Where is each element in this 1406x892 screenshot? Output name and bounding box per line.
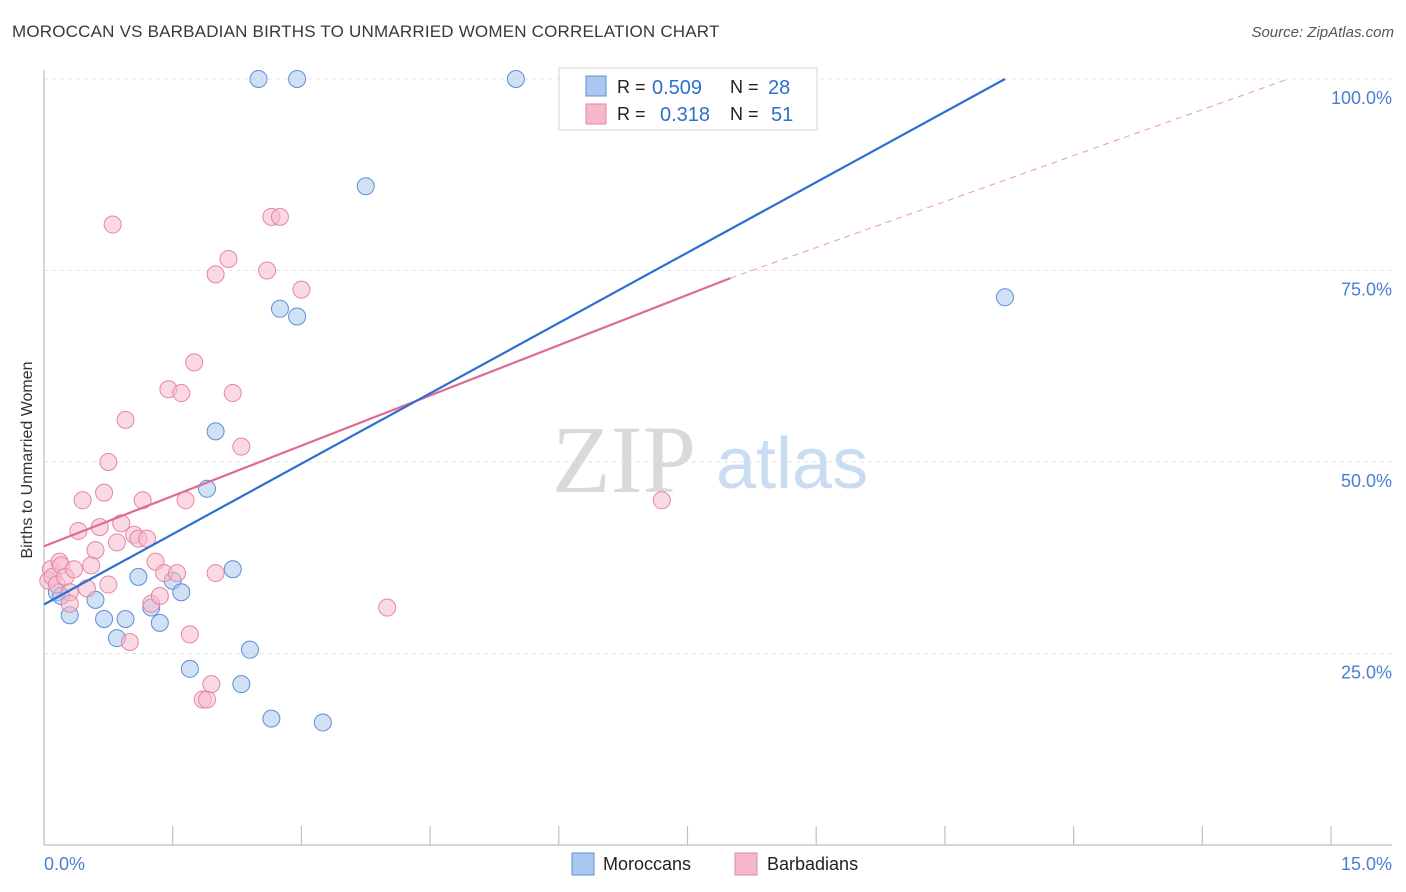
point-moroccans: [249, 70, 268, 88]
watermark: ZIP atlas: [552, 406, 868, 513]
point-moroccans: [223, 560, 242, 579]
legend-swatch-barbadians: [585, 103, 607, 125]
point-barbadians: [103, 215, 122, 234]
point-barbadians: [198, 690, 217, 709]
point-barbadians: [378, 598, 397, 617]
point-moroccans: [116, 610, 135, 629]
point-barbadians: [65, 560, 84, 579]
x-tick-label-min: 0.0%: [44, 854, 85, 874]
point-moroccans: [506, 70, 525, 88]
point-moroccans: [240, 640, 259, 659]
y-tick-label: 75.0%: [1341, 280, 1392, 300]
legend-n-value-1: 28: [768, 77, 790, 99]
point-barbadians: [82, 556, 101, 575]
bottom-legend-moroccans: Moroccans: [603, 854, 691, 874]
point-moroccans: [288, 307, 307, 326]
point-moroccans: [172, 583, 191, 602]
point-barbadians: [180, 625, 199, 644]
point-barbadians: [232, 437, 251, 456]
point-barbadians: [185, 353, 204, 372]
point-barbadians: [95, 483, 114, 502]
point-moroccans: [995, 288, 1014, 307]
point-barbadians: [172, 384, 191, 403]
point-barbadians: [258, 261, 277, 280]
point-barbadians: [60, 594, 79, 613]
series-barbadians-points: [39, 207, 671, 709]
point-barbadians: [206, 265, 225, 284]
point-barbadians: [292, 280, 311, 299]
y-tick-label: 25.0%: [1341, 663, 1392, 683]
y-axis-label: Births to Unmarried Women: [19, 361, 36, 558]
point-moroccans: [288, 70, 307, 88]
point-barbadians: [116, 410, 135, 429]
point-barbadians: [99, 575, 118, 594]
point-barbadians: [107, 533, 126, 552]
point-moroccans: [356, 177, 375, 196]
legend-n-label-2: N =: [730, 104, 759, 124]
y-tick-label: 50.0%: [1341, 471, 1392, 491]
stats-legend: R = 0.509 N = 28 R = 0.318 N = 51: [558, 67, 818, 131]
source-credit: Source: ZipAtlas.com: [1251, 24, 1394, 41]
point-barbadians: [120, 633, 139, 652]
x-ticks: [172, 826, 1332, 845]
point-barbadians: [202, 675, 221, 694]
point-moroccans: [232, 675, 251, 694]
y-tick-label: 100.0%: [1331, 88, 1392, 108]
point-barbadians: [652, 491, 671, 510]
legend-r-label-2: R =: [617, 104, 646, 124]
trend-lines: [43, 78, 1289, 606]
point-barbadians: [77, 579, 96, 598]
point-barbadians: [219, 250, 238, 269]
point-moroccans: [95, 610, 114, 629]
y-tick-labels: 25.0% 50.0% 75.0% 100.0%: [1331, 88, 1392, 683]
watermark-zip: ZIP: [552, 406, 696, 513]
bottom-legend-swatch-barbadians: [734, 852, 758, 876]
trend-line-barbadians: [43, 277, 731, 548]
gridlines: [44, 78, 1392, 654]
point-barbadians: [86, 541, 105, 560]
legend-r-value-1: 0.509: [652, 77, 702, 99]
point-moroccans: [206, 422, 225, 441]
watermark-atlas: atlas: [716, 424, 868, 504]
series-legend: Moroccans Barbadians: [571, 852, 858, 876]
point-barbadians: [112, 514, 131, 533]
point-moroccans: [129, 567, 148, 586]
x-tick-label-max: 15.0%: [1341, 854, 1392, 874]
legend-swatch-moroccans: [585, 75, 607, 97]
legend-n-value-2: 51: [771, 104, 793, 126]
point-moroccans: [262, 709, 281, 728]
trend-line-moroccans: [43, 78, 1006, 606]
legend-r-label-1: R =: [617, 77, 646, 97]
point-barbadians: [270, 207, 289, 226]
axes: [43, 70, 1392, 846]
point-barbadians: [223, 384, 242, 403]
bottom-legend-barbadians: Barbadians: [767, 854, 858, 874]
chart-title: MOROCCAN VS BARBADIAN BIRTHS TO UNMARRIE…: [12, 22, 720, 41]
bottom-legend-swatch-moroccans: [571, 852, 595, 876]
point-moroccans: [313, 713, 332, 732]
point-barbadians: [150, 587, 169, 606]
point-moroccans: [180, 659, 199, 678]
point-barbadians: [167, 564, 186, 583]
point-barbadians: [206, 564, 225, 583]
point-barbadians: [73, 491, 92, 510]
point-moroccans: [270, 299, 289, 318]
legend-n-label-1: N =: [730, 77, 759, 97]
point-moroccans: [150, 613, 169, 632]
legend-r-value-2: 0.318: [660, 104, 710, 126]
point-barbadians: [99, 453, 118, 471]
